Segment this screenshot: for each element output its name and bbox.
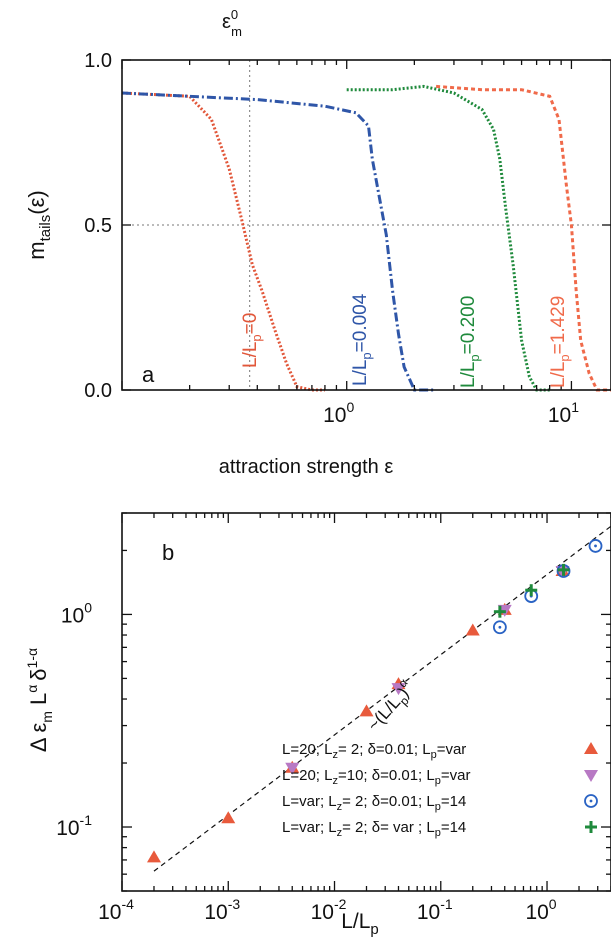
panel-label-b: b — [162, 540, 174, 565]
series-label-l0200: L/Lp=0.200 — [458, 296, 482, 388]
x-tick-label-a: 100 — [323, 399, 354, 427]
series-line-2 — [121, 91, 437, 392]
legend-marker-4 — [585, 821, 597, 833]
legend-marker-2 — [584, 770, 598, 782]
plot-frame-b — [121, 512, 611, 892]
data-point-s1 — [465, 623, 480, 636]
fit-label: ~(L/Lp)α — [361, 676, 420, 738]
data-point-s4 — [493, 605, 506, 618]
series-line-3 — [346, 84, 550, 392]
panel-a: ε0 m 0.0 0.5 1.0 100 101 a attraction strengt… — [24, 7, 611, 478]
panel-b: 10-4 10-3 10-2 10-1 100 10-1 100 b ~(L/Lp)α L=… — [24, 512, 611, 938]
legend-marker-3 — [584, 794, 598, 808]
axis-ticks-b: 10-4 10-3 10-2 10-1 100 10-1 100 — [56, 512, 611, 924]
data-point-s4 — [557, 563, 570, 576]
y-tick-label-b: 10-1 — [56, 812, 92, 840]
legend-entry-1: L=20; Lz= 2; δ=0.01; Lp=var — [282, 741, 466, 761]
legend-entry-4: L=var; Lz= 2; δ= var ; Lp=14 — [282, 819, 466, 839]
legend-markers — [584, 742, 598, 833]
y-axis-label-b: Δ εmLαδ1-α — [24, 648, 55, 752]
x-axis-label-a: attraction strength ε — [219, 456, 394, 478]
x-tick-label-b: 10-2 — [311, 896, 347, 924]
plot-frame-a — [121, 59, 611, 391]
legend-marker-1 — [584, 742, 598, 754]
series-line-4 — [435, 84, 611, 392]
y-tick-label-a: 0.0 — [84, 380, 112, 402]
panel-label-a: a — [142, 362, 155, 387]
x-tick-label-b: 10-3 — [204, 896, 240, 924]
series-label-l1429: L/Lp=1.429 — [548, 296, 572, 388]
top-marker-label: ε0 m — [222, 7, 242, 39]
legend-entry-3: L=var; Lz= 2; δ=0.01; Lp=14 — [282, 793, 466, 813]
data-point-s1 — [359, 704, 374, 717]
x-tick-label-b: 10-1 — [417, 896, 453, 924]
axis-ticks: 0.0 0.5 1.0 100 101 — [84, 50, 611, 427]
y-tick-label-b: 100 — [61, 599, 92, 627]
guide-lines — [122, 60, 611, 390]
data-point-s2 — [285, 762, 300, 775]
data-point-s1 — [221, 811, 236, 824]
series-line-1 — [121, 91, 325, 392]
y-tick-label-a: 1.0 — [84, 50, 112, 72]
series-lines — [121, 84, 611, 392]
x-axis-label-b: L/Lp — [341, 910, 379, 938]
data-point-s4 — [525, 584, 538, 597]
series-label-l0: L/Lp=0 — [240, 313, 264, 368]
data-point-s2 — [391, 683, 406, 696]
data-point-s1 — [146, 850, 161, 863]
data-point-s3 — [588, 539, 603, 553]
data-point-s3 — [492, 620, 507, 635]
x-tick-label-b: 100 — [525, 896, 556, 924]
data-markers — [146, 539, 603, 863]
x-tick-label-a: 101 — [548, 399, 579, 427]
fit-line — [153, 525, 611, 872]
x-tick-label-b: 10-4 — [98, 896, 134, 924]
legend: L=20; Lz= 2; δ=0.01; Lp=var L=20; Lz=10;… — [282, 741, 598, 839]
y-axis-label-a: mtails(ε) — [24, 190, 54, 259]
power-law-fit — [153, 525, 611, 872]
legend-entry-2: L=20; Lz=10; δ=0.01; Lp=var — [282, 767, 470, 787]
y-tick-label-a: 0.5 — [84, 215, 112, 237]
series-label-l0004: L/Lp=0.004 — [350, 293, 374, 386]
